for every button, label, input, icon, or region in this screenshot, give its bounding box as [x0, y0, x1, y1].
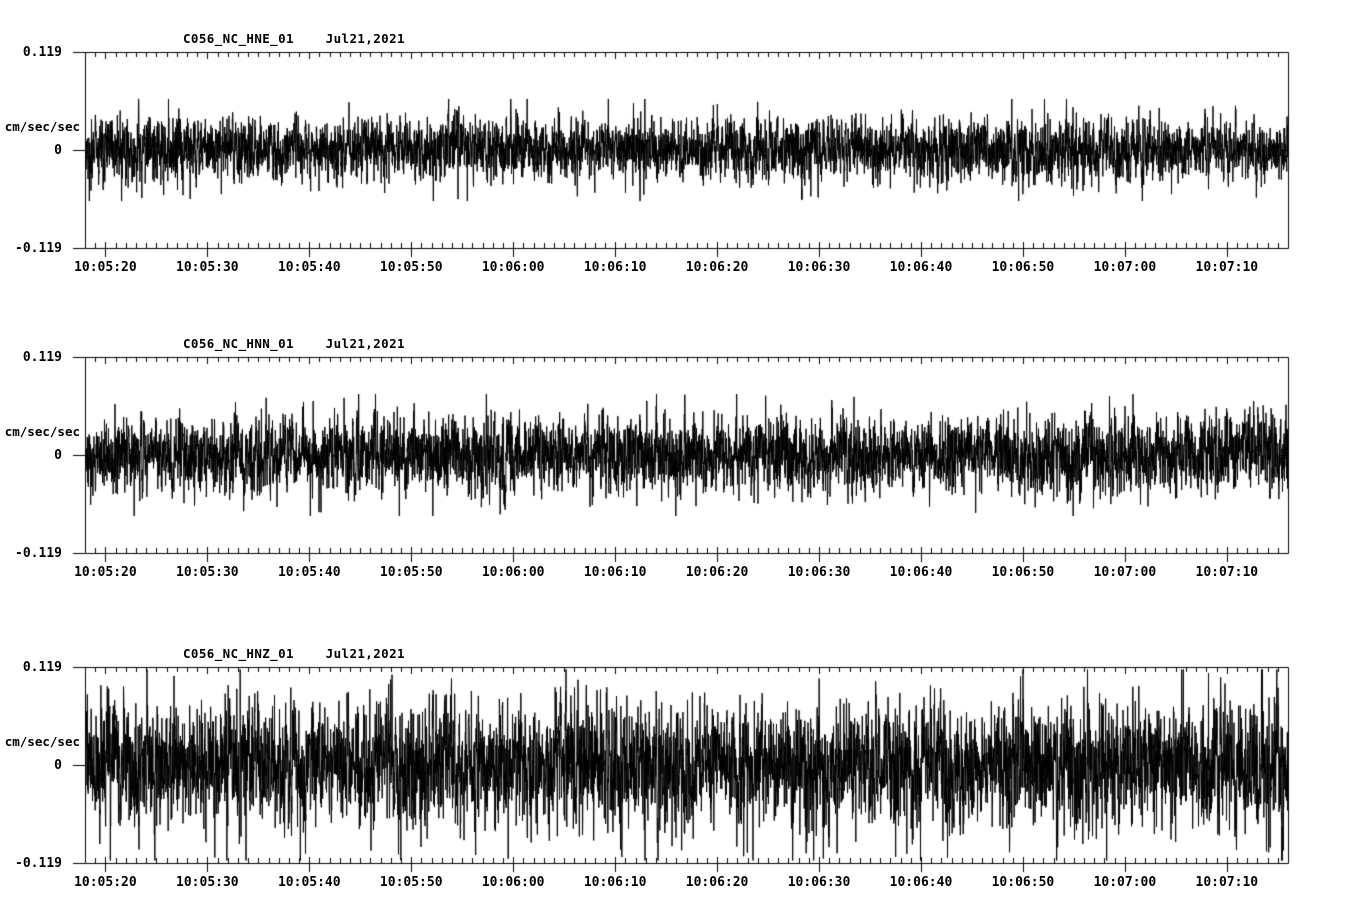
x-tick-label: 10:06:20 — [685, 260, 749, 275]
x-tick-label: 10:07:00 — [1093, 260, 1157, 275]
x-tick-label: 10:06:20 — [685, 565, 749, 580]
x-tick-label: 10:06:00 — [481, 565, 545, 580]
x-tick-label: 10:05:30 — [176, 565, 239, 580]
x-tick-label: 10:05:50 — [379, 875, 443, 890]
x-tick-label: 10:05:40 — [277, 565, 341, 580]
x-tick-label: 10:05:50 — [379, 260, 443, 275]
x-tick-label: 10:05:20 — [74, 565, 137, 580]
seismogram-panel-hnz: C056_NC_HNZ_01 Jul21,2021 cm/sec/sec 0.1… — [0, 615, 1358, 924]
x-tick-label: 10:06:30 — [787, 260, 851, 275]
x-tick-label: 10:05:30 — [176, 260, 239, 275]
x-tick-label: 10:06:00 — [481, 875, 545, 890]
x-tick-label: 10:07:10 — [1195, 260, 1259, 275]
waveform-plot-hne — [0, 0, 1358, 300]
waveform-plot-hnn — [0, 305, 1358, 605]
x-tick-label: 10:06:30 — [787, 875, 851, 890]
seismogram-panel-hne: C056_NC_HNE_01 Jul21,2021 cm/sec/sec 0.1… — [0, 0, 1358, 300]
x-tick-label: 10:06:40 — [889, 565, 953, 580]
x-tick-label: 10:06:10 — [583, 260, 647, 275]
x-tick-label: 10:06:50 — [991, 260, 1055, 275]
x-tick-label: 10:05:20 — [74, 875, 137, 890]
x-tick-label: 10:06:40 — [889, 260, 953, 275]
x-tick-label: 10:05:40 — [277, 875, 341, 890]
x-tick-label: 10:06:50 — [991, 875, 1055, 890]
x-tick-label: 10:05:40 — [277, 260, 341, 275]
x-tick-label: 10:05:20 — [74, 260, 137, 275]
x-tick-label: 10:06:00 — [481, 260, 545, 275]
x-tick-label: 10:06:10 — [583, 565, 647, 580]
x-tick-label: 10:06:40 — [889, 875, 953, 890]
x-tick-label: 10:07:10 — [1195, 565, 1259, 580]
x-tick-label: 10:07:10 — [1195, 875, 1259, 890]
x-tick-label: 10:07:00 — [1093, 565, 1157, 580]
seismogram-panel-hnn: C056_NC_HNN_01 Jul21,2021 cm/sec/sec 0.1… — [0, 305, 1358, 605]
x-tick-label: 10:05:50 — [379, 565, 443, 580]
x-tick-label: 10:06:50 — [991, 565, 1055, 580]
x-tick-label: 10:06:10 — [583, 875, 647, 890]
waveform-plot-hnz — [0, 615, 1358, 924]
x-tick-label: 10:05:30 — [176, 875, 239, 890]
x-tick-label: 10:06:20 — [685, 875, 749, 890]
x-tick-label: 10:06:30 — [787, 565, 851, 580]
x-tick-label: 10:07:00 — [1093, 875, 1157, 890]
